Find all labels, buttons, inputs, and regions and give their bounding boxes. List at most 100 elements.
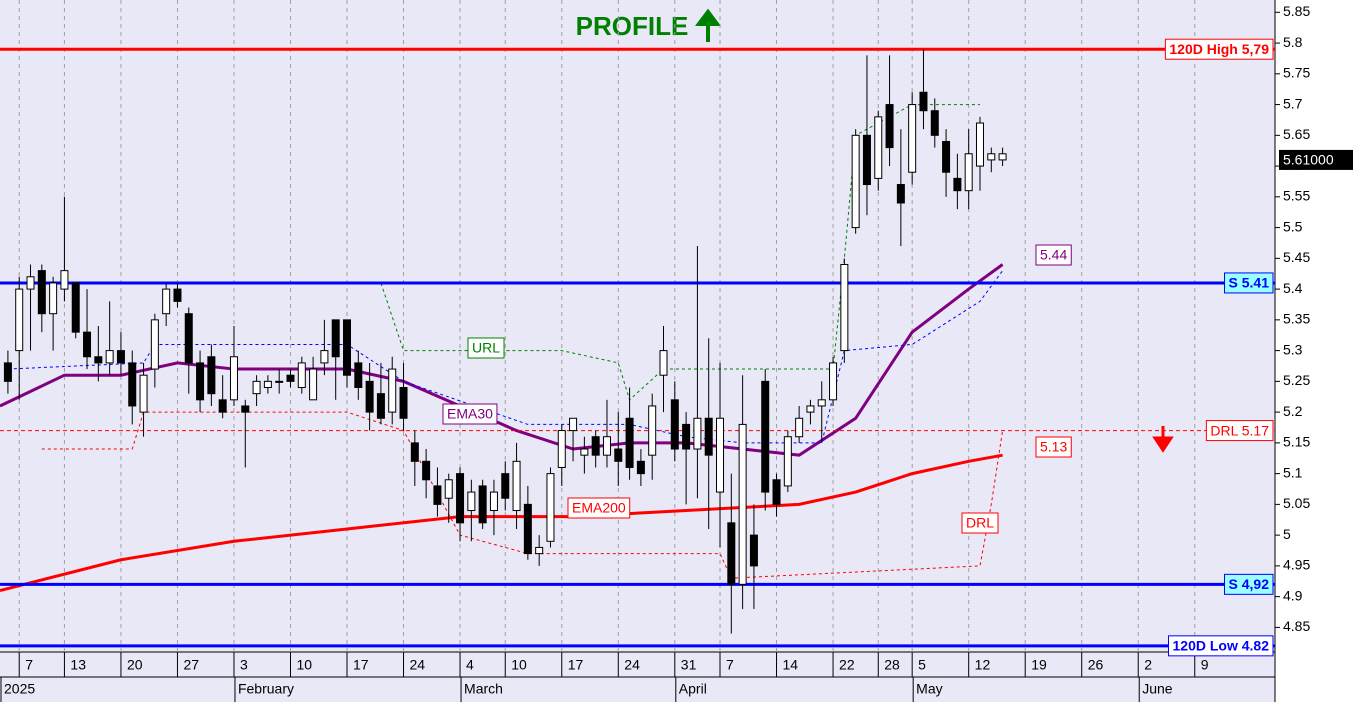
y-tick-label: 5.15 xyxy=(1283,434,1310,450)
candle-body xyxy=(749,534,758,567)
x-tick-label: 31 xyxy=(681,657,697,673)
candle-body xyxy=(229,356,238,401)
candle-body xyxy=(930,110,939,136)
y-tick-label: 5.55 xyxy=(1283,188,1310,204)
candle-body xyxy=(998,153,1007,161)
x-tick-label: 10 xyxy=(511,657,527,673)
candle-body xyxy=(173,288,182,302)
candle-body xyxy=(3,362,12,382)
candle-body xyxy=(806,405,815,413)
candle-body xyxy=(15,288,24,352)
candle-body xyxy=(614,448,623,462)
candle-body xyxy=(105,350,114,364)
candle-body xyxy=(467,491,476,512)
candle-body xyxy=(422,460,431,481)
candle-body xyxy=(693,417,702,450)
candle-body xyxy=(591,436,600,456)
candle-body xyxy=(297,362,306,389)
down-arrow xyxy=(1152,426,1174,453)
candle-body xyxy=(817,399,826,407)
x-tick-label: 7 xyxy=(726,657,734,673)
candle-body xyxy=(83,331,92,358)
candle-body xyxy=(682,423,691,450)
y-tick-label: 5.45 xyxy=(1283,249,1310,265)
x-tick-label: 17 xyxy=(568,657,584,673)
candle-body xyxy=(478,485,487,524)
candle-body xyxy=(320,350,329,364)
candle-body xyxy=(94,356,103,364)
y-tick-label: 5.05 xyxy=(1283,495,1310,511)
annotation: 5.44 xyxy=(1040,247,1067,263)
indicator-line xyxy=(0,263,1004,457)
y-tick-label: 5.5 xyxy=(1283,218,1303,234)
level-box xyxy=(1168,635,1274,657)
candle-body xyxy=(648,405,657,456)
candle-body xyxy=(840,263,849,352)
level-label: DRL 5.17 xyxy=(1210,422,1269,438)
x-tick-label: 24 xyxy=(410,657,426,673)
last-price-box xyxy=(1279,149,1353,170)
candle-body xyxy=(546,473,555,542)
candle-body xyxy=(885,104,894,149)
y-tick-label: 5.8 xyxy=(1283,34,1303,50)
candle-body xyxy=(975,122,984,167)
month-label: June xyxy=(1142,681,1173,697)
x-tick-label: 13 xyxy=(70,657,86,673)
annotation-box xyxy=(467,337,505,359)
month-label: May xyxy=(916,681,942,697)
candle-body xyxy=(829,362,838,401)
candle-body xyxy=(354,362,363,389)
candle-body xyxy=(309,368,318,401)
y-tick-label: 5.4 xyxy=(1283,280,1303,296)
annotation: URL xyxy=(472,340,500,356)
x-tick-label: 27 xyxy=(183,657,199,673)
candle-body xyxy=(716,417,725,493)
candle-body xyxy=(783,436,792,487)
month-label: March xyxy=(464,681,503,697)
candle-body xyxy=(602,436,611,456)
candle-body xyxy=(26,276,35,290)
x-tick-label: 4 xyxy=(466,657,474,673)
candle-body xyxy=(128,362,137,407)
x-tick-label: 10 xyxy=(296,657,312,673)
level-box xyxy=(1164,38,1274,60)
candle-body xyxy=(896,184,905,204)
x-tick-label: 24 xyxy=(624,657,640,673)
candle-body xyxy=(557,430,566,468)
candle-body xyxy=(727,522,736,585)
candle-body xyxy=(670,399,679,450)
candle-body xyxy=(376,393,385,419)
y-tick-label: 5.65 xyxy=(1283,126,1310,142)
candle-body xyxy=(987,153,996,161)
candle-body xyxy=(862,134,871,186)
candle-body xyxy=(343,319,352,376)
candle-body xyxy=(625,417,634,468)
candle-body xyxy=(275,380,284,383)
annotation: EMA30 xyxy=(447,406,493,422)
candle-body xyxy=(410,442,419,462)
month-label: April xyxy=(679,681,707,697)
candle-body xyxy=(456,473,465,524)
candle-body xyxy=(874,116,883,179)
x-tick-label: 12 xyxy=(975,657,991,673)
y-tick-label: 5.1 xyxy=(1283,464,1303,480)
level-label: 120D High 5,79 xyxy=(1169,41,1269,57)
candle-body xyxy=(512,460,521,512)
candle-body xyxy=(919,91,928,112)
candle-body xyxy=(908,104,917,173)
candle-body xyxy=(659,350,668,376)
annotation: EMA200 xyxy=(572,500,626,516)
candle-body xyxy=(71,282,80,333)
x-tick-label: 2 xyxy=(1144,657,1152,673)
level-label: S 4,92 xyxy=(1229,576,1270,592)
y-tick-label: 5.75 xyxy=(1283,65,1310,81)
annotation-box xyxy=(1035,244,1072,266)
level-box xyxy=(1224,573,1274,595)
annotation-box xyxy=(567,497,631,519)
annotation-box xyxy=(961,512,999,534)
candle-body xyxy=(501,473,510,499)
candle-body xyxy=(263,380,272,389)
candle-body xyxy=(636,460,645,475)
candle-body xyxy=(772,479,781,505)
